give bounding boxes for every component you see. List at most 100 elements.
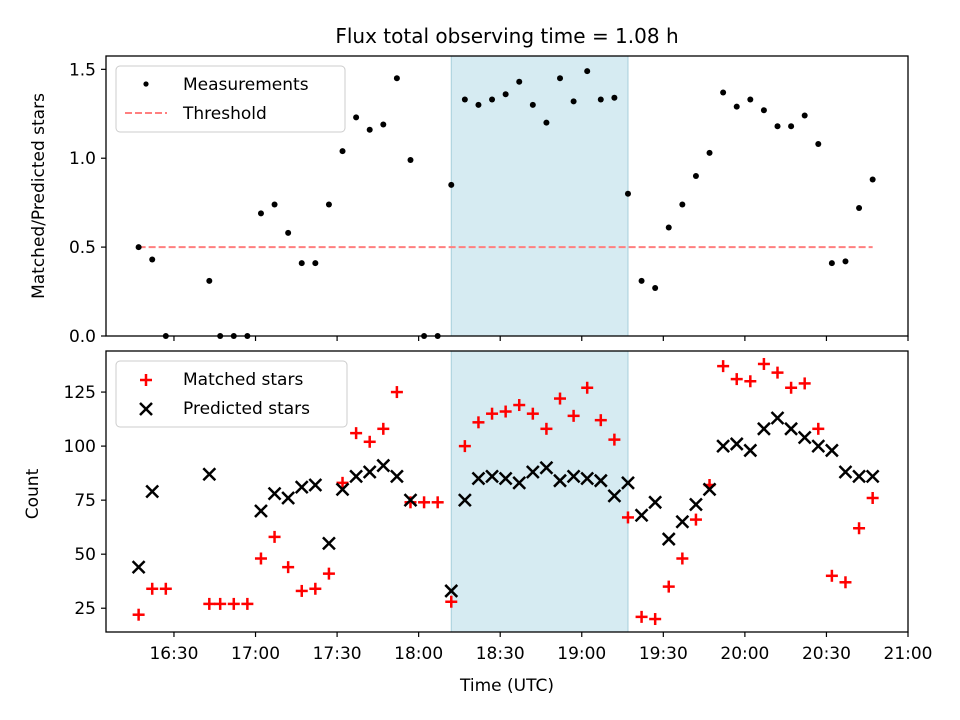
matched-star-point	[322, 567, 335, 580]
predicted-star-point	[498, 471, 513, 486]
measurement-point	[149, 256, 156, 263]
predicted-star-point	[362, 465, 377, 479]
matched-star-point	[404, 496, 417, 509]
matched-star-point	[798, 377, 811, 390]
matched-star-point	[350, 427, 363, 440]
predicted-star-point	[403, 493, 418, 508]
x-tick-label: 19:30	[639, 644, 688, 664]
measurement-point	[312, 260, 319, 267]
predicted-star-point	[784, 421, 798, 436]
matched-star-point	[866, 491, 879, 504]
measurement-point	[271, 201, 278, 208]
legend-measurements-label: Measurements	[183, 75, 309, 95]
matched-star-point	[431, 496, 444, 509]
count-y-axis-label: Count	[23, 468, 43, 519]
matched-star-point	[282, 561, 295, 574]
measurement-point	[720, 89, 727, 96]
matched-star-point	[472, 416, 485, 429]
measurement-point	[570, 98, 577, 105]
predicted-star-point	[838, 465, 853, 479]
ratio-observing-span	[450, 55, 629, 337]
x-tick-label: 20:00	[720, 644, 769, 664]
legend-threshold-label: Threshold	[182, 104, 267, 124]
measurement-point	[135, 244, 142, 251]
ratio-axes-frame	[105, 55, 909, 337]
measurement-point	[380, 121, 387, 128]
matched-star-point	[567, 409, 580, 422]
measurement-point	[475, 101, 482, 108]
predicted-star-point	[281, 491, 296, 505]
legend-matched-label: Matched stars	[183, 370, 303, 390]
measurement-point	[543, 119, 550, 126]
count-axes-frame	[105, 350, 909, 633]
measurement-point	[747, 96, 754, 103]
measurement-point	[285, 229, 292, 236]
count-panel: 25 50 75 100 125 16:30 17:00 17:30 18:00 18:30 19…	[23, 350, 933, 696]
legend-x-marker-icon	[139, 402, 153, 416]
measurement-point	[366, 126, 373, 133]
predicted-star-point	[648, 495, 663, 510]
matched-star-point	[730, 373, 743, 386]
measurement-point	[706, 149, 713, 156]
predicted-star-point	[824, 443, 839, 458]
matched-star-point	[853, 522, 866, 535]
matched-star-point	[676, 552, 689, 565]
matched-star-point	[377, 422, 390, 435]
predicted-star-point	[797, 430, 812, 445]
predicted-star-point	[376, 458, 391, 473]
predicted-star-point	[607, 488, 622, 503]
ratio-y-axis-label: Matched/Predicted stars	[29, 93, 49, 299]
ratio-y-tick-label: 0.5	[69, 238, 96, 258]
matched-star-point	[689, 513, 702, 526]
measurement-point	[407, 157, 414, 163]
x-tick-label: 18:00	[394, 644, 443, 664]
matched-star-point	[526, 407, 539, 420]
measurement-point	[638, 277, 645, 284]
predicted-star-point	[444, 584, 459, 598]
predicted-star-point	[580, 471, 595, 486]
predicted-star-point	[485, 469, 499, 484]
ratio-y-tick-label: 1.5	[69, 60, 96, 80]
count-legend-box	[115, 360, 348, 428]
matched-star-point	[662, 580, 675, 593]
matched-star-point	[336, 476, 349, 489]
predicted-star-point	[553, 473, 567, 488]
count-y-tick-label: 100	[64, 437, 96, 457]
matched-star-point	[649, 613, 662, 626]
matched-star-point	[771, 366, 784, 379]
matched-star-point	[594, 414, 607, 427]
matched-star-point	[839, 576, 852, 589]
count-y-tick-label: 125	[64, 383, 96, 403]
measurement-point	[489, 96, 496, 103]
count-observing-span	[450, 350, 629, 633]
ratio-panel: 0.0 0.5 1.0 1.5 Matched/Predicted stars Mea…	[29, 55, 909, 347]
measurement-point	[257, 210, 264, 217]
measurement-point	[679, 201, 686, 208]
measurement-point	[516, 78, 523, 85]
legend-predicted-label: Predicted stars	[183, 399, 310, 419]
predicted-star-point	[294, 480, 309, 495]
measurement-point	[652, 285, 659, 291]
predicted-star-point	[267, 486, 282, 501]
predicted-star-point	[634, 508, 649, 523]
x-tick-label: 17:00	[231, 644, 280, 664]
predicted-star-point	[593, 473, 608, 488]
measurement-point	[856, 205, 863, 211]
predicted-star-point	[702, 482, 717, 497]
matched-star-point	[554, 392, 567, 405]
matched-star-point	[717, 360, 730, 373]
matched-star-point	[499, 405, 512, 418]
matched-star-point	[635, 610, 648, 623]
matched-star-point	[445, 595, 458, 608]
predicted-star-point	[852, 469, 866, 484]
matched-star-point	[203, 597, 216, 610]
x-tick-label: 17:30	[313, 644, 362, 664]
matched-star-point	[785, 381, 798, 394]
matched-star-point	[268, 530, 281, 543]
predicted-star-point	[390, 469, 404, 484]
predicted-star-point	[335, 482, 350, 497]
matched-star-point	[486, 407, 499, 420]
measurement-point	[298, 260, 305, 267]
measurement-point	[529, 101, 536, 108]
matched-star-point	[825, 569, 838, 582]
